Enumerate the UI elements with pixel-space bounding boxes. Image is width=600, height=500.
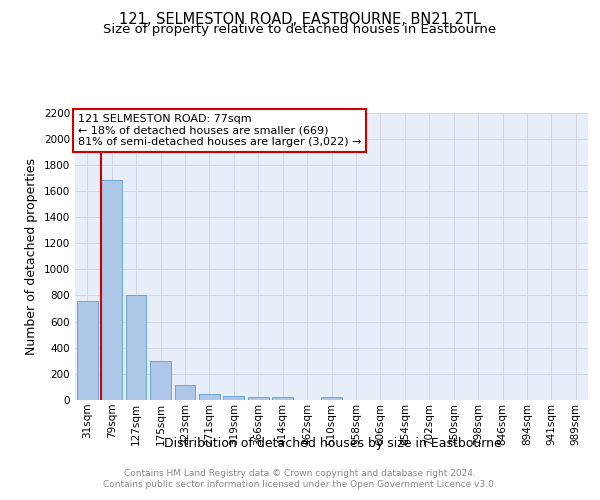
Bar [272,397,293,400]
Text: 121, SELMESTON ROAD, EASTBOURNE, BN21 2TL: 121, SELMESTON ROAD, EASTBOURNE, BN21 2T… [119,12,481,28]
Bar [77,300,98,400]
Text: Contains HM Land Registry data © Crown copyright and database right 2024.: Contains HM Land Registry data © Crown c… [124,469,476,478]
Bar [321,397,342,400]
Bar [248,396,269,400]
Y-axis label: Number of detached properties: Number of detached properties [25,158,38,355]
Bar [223,396,244,400]
Bar [101,180,122,400]
Bar [125,296,146,400]
Bar [150,361,171,400]
Bar [175,385,196,400]
Text: Distribution of detached houses by size in Eastbourne: Distribution of detached houses by size … [164,438,502,450]
Bar [199,394,220,400]
Text: 121 SELMESTON ROAD: 77sqm
← 18% of detached houses are smaller (669)
81% of semi: 121 SELMESTON ROAD: 77sqm ← 18% of detac… [77,114,361,147]
Text: Contains public sector information licensed under the Open Government Licence v3: Contains public sector information licen… [103,480,497,489]
Text: Size of property relative to detached houses in Eastbourne: Size of property relative to detached ho… [103,22,497,36]
